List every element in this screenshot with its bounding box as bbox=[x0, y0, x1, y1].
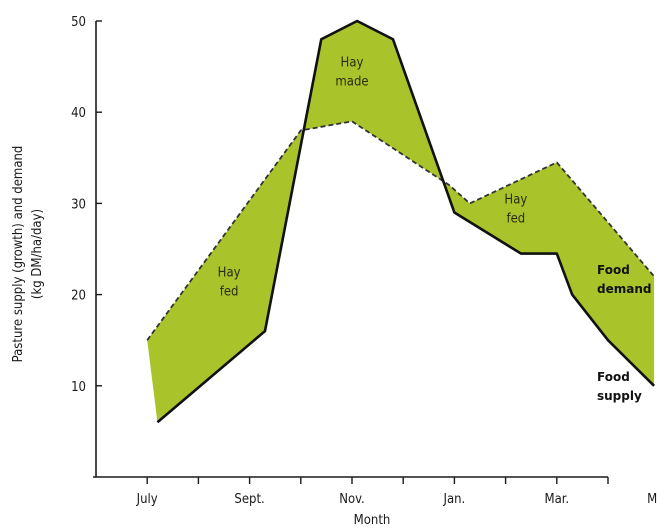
region-annotation: made bbox=[335, 75, 368, 90]
y-axis-label-line-1: Pasture supply (growth) and demand bbox=[11, 146, 26, 363]
y-tick-label: 40 bbox=[71, 106, 86, 121]
food-demand-label: demand bbox=[597, 282, 651, 296]
axes bbox=[93, 21, 608, 478]
y-axis-label-line-2: (kg DM/ha/day) bbox=[30, 209, 45, 299]
food-demand-line bbox=[146, 120, 655, 341]
region-annotation: Hay bbox=[504, 192, 527, 207]
x-tick-label: Jan. bbox=[443, 492, 466, 507]
y-tick-label: 30 bbox=[71, 197, 86, 212]
region-annotation: Hay bbox=[218, 265, 241, 280]
region-annotation: fed bbox=[506, 211, 525, 226]
x-tick-label: May bbox=[647, 492, 657, 507]
food-supply-line bbox=[156, 19, 655, 424]
gap-fill-area bbox=[147, 21, 655, 423]
food-supply-label: Food bbox=[597, 370, 630, 384]
y-tick-label: 50 bbox=[71, 15, 86, 30]
y-tick-label: 20 bbox=[71, 289, 86, 304]
food-supply-label: supply bbox=[597, 389, 642, 403]
food-demand-label: Food bbox=[597, 263, 630, 277]
x-axis-label: Month bbox=[354, 513, 391, 528]
region-annotation: Hay bbox=[341, 56, 364, 71]
ticks: 10 20 30 40 50 July Sept. Nov. Jan. Mar. May bbox=[71, 15, 657, 507]
series-lines bbox=[146, 19, 655, 424]
labels: Month Pasture supply (growth) and demand… bbox=[11, 146, 390, 528]
region-annotation: fed bbox=[220, 284, 239, 299]
annotations: Food demand Food supply Hay fed Hay made Hay fed bbox=[218, 56, 652, 403]
y-tick-label: 10 bbox=[71, 380, 86, 395]
x-tick-label: July bbox=[136, 492, 158, 507]
x-tick-label: Mar. bbox=[545, 492, 570, 507]
x-tick-label: Sept. bbox=[234, 492, 264, 507]
x-tick-label: Nov. bbox=[339, 492, 365, 507]
gap-fill-regions bbox=[147, 21, 655, 423]
